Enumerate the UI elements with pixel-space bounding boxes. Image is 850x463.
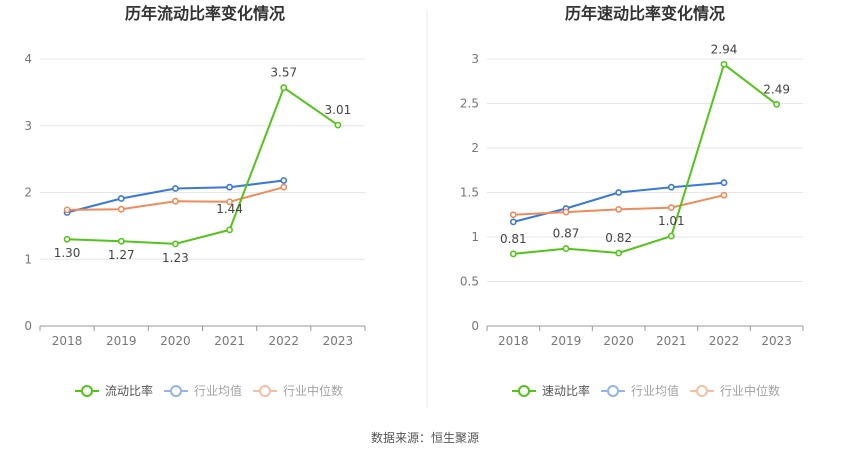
legend-label: 行业中位数 [283, 383, 343, 398]
legend-label: 行业均值 [631, 383, 679, 398]
data-label: 1.30 [54, 246, 81, 260]
y-tick-label: 3 [471, 52, 479, 66]
data-label: 1.44 [216, 202, 243, 216]
x-tick-label: 2021 [214, 334, 245, 348]
data-point [509, 250, 517, 258]
data-point [117, 237, 125, 245]
chart-title: 历年流动比率变化情况 [125, 4, 285, 23]
data-label: 2.49 [763, 82, 790, 96]
data-point [226, 183, 233, 191]
data-point [334, 121, 342, 129]
data-label: 3.01 [325, 103, 352, 117]
data-point [615, 189, 623, 196]
legend-item: 行业中位数 [253, 383, 343, 398]
legend-marker [696, 385, 708, 397]
x-tick-label: 2020 [160, 334, 191, 348]
data-point [667, 183, 675, 191]
data-point [615, 249, 623, 257]
y-tick-label: 4 [24, 52, 32, 66]
chart-title: 历年速动比率变化情况 [565, 4, 725, 23]
legend-label: 速动比率 [542, 383, 590, 398]
y-tick-label: 3 [24, 119, 32, 133]
y-tick-label: 1 [471, 230, 479, 244]
x-tick-label: 2019 [551, 334, 582, 348]
data-label: 1.27 [108, 248, 135, 262]
y-tick-label: 0 [471, 319, 479, 333]
data-point [667, 232, 675, 240]
data-point [172, 240, 179, 248]
data-point [562, 245, 570, 252]
x-tick-label: 2021 [656, 334, 687, 348]
x-tick-label: 2018 [52, 334, 83, 348]
data-point [280, 84, 288, 92]
data-label: 0.81 [500, 232, 527, 246]
legend-marker [607, 385, 619, 397]
data-label: 0.87 [553, 227, 580, 241]
x-tick-label: 2023 [761, 334, 792, 348]
y-tick-label: 1.5 [460, 186, 479, 200]
legend-label: 行业中位数 [720, 383, 780, 398]
x-tick-label: 2022 [709, 334, 740, 348]
data-point [280, 183, 288, 191]
series-line [513, 62, 778, 255]
data-label: 3.57 [270, 66, 297, 80]
data-label: 0.82 [605, 231, 632, 245]
y-tick-label: 0 [24, 319, 32, 333]
data-point [226, 198, 233, 206]
x-tick-label: 2019 [106, 334, 137, 348]
data-point [172, 197, 179, 205]
series-line [67, 86, 339, 245]
data-point [720, 179, 728, 187]
legend-marker [170, 385, 182, 397]
data-point [562, 208, 570, 216]
y-tick-label: 2.5 [460, 97, 479, 111]
legend-marker [81, 385, 93, 397]
data-point [63, 206, 71, 214]
data-point [117, 195, 125, 202]
data-point [226, 226, 233, 234]
data-point [172, 185, 179, 192]
x-tick-label: 2023 [323, 334, 354, 348]
data-point [63, 235, 71, 243]
legend-marker [259, 385, 271, 397]
x-tick-label: 2020 [603, 334, 634, 348]
data-point [615, 206, 623, 213]
legend-item: 流动比率 [75, 383, 153, 398]
y-tick-label: 0.5 [460, 275, 479, 289]
data-point [773, 100, 781, 108]
data-point [509, 211, 517, 219]
source-label: 数据来源：恒生聚源 [371, 430, 479, 445]
legend-marker [518, 385, 530, 397]
data-point [117, 205, 125, 213]
data-label: 1.23 [162, 251, 189, 265]
y-tick-label: 2 [24, 186, 32, 200]
data-point [720, 60, 728, 68]
data-label: 1.01 [658, 214, 685, 228]
x-tick-label: 2022 [268, 334, 299, 348]
legend-item: 行业中位数 [690, 383, 780, 398]
y-tick-label: 2 [471, 141, 479, 155]
data-label: 2.94 [711, 42, 738, 56]
data-point [720, 191, 728, 199]
legend-label: 行业均值 [194, 383, 242, 398]
y-tick-label: 1 [24, 252, 32, 266]
data-point [280, 177, 288, 184]
current-ratio-chart: 历年流动比率变化情况 0 1 2 3 4 2018 2019 2020 2021 2022 2023 1… [24, 4, 366, 398]
data-point [509, 218, 517, 226]
legend-item: 行业均值 [164, 383, 242, 398]
quick-ratio-chart: 历年速动比率变化情况 0 0.5 1 1.5 2 2.5 3 2018 2019 2020 2021 2… [460, 4, 804, 398]
legend-item: 速动比率 [512, 383, 590, 398]
x-tick-label: 2018 [498, 334, 529, 348]
data-point [667, 204, 675, 212]
legend-label: 流动比率 [105, 383, 153, 398]
legend-item: 行业均值 [601, 383, 679, 398]
